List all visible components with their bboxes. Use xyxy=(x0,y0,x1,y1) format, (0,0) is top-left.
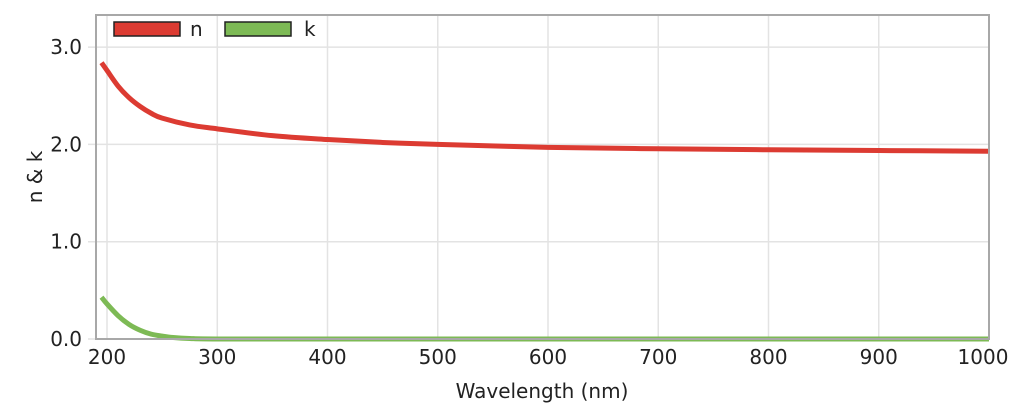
x-tick-label: 800 xyxy=(749,345,787,369)
y-tick-label: 2.0 xyxy=(50,132,82,156)
y-axis-label: n & k xyxy=(23,150,47,203)
x-tick-label: 400 xyxy=(308,345,346,369)
x-axis-label: Wavelength (nm) xyxy=(456,379,629,403)
x-tick-label: 1000 xyxy=(958,345,1009,369)
tick-labels: 200 300 400 500 600 700 800 900 1000 0.0 1.0 2.0 3.0 xyxy=(50,35,1008,369)
y-tick-label: 3.0 xyxy=(50,35,82,59)
x-tick-label: 700 xyxy=(639,345,677,369)
x-tick-label: 300 xyxy=(198,345,236,369)
series-line-k xyxy=(99,295,989,342)
grid xyxy=(88,15,990,340)
legend-swatch-n xyxy=(113,21,181,37)
series-layer xyxy=(99,61,990,342)
x-tick-label: 900 xyxy=(860,345,898,369)
legend-label-n: n xyxy=(190,17,203,41)
x-tick-label: 600 xyxy=(529,345,567,369)
y-tick-label: 1.0 xyxy=(50,230,82,254)
plot-frame xyxy=(95,14,990,340)
legend-swatch-k xyxy=(224,21,292,37)
x-tick-label: 500 xyxy=(419,345,457,369)
legend-label-k: k xyxy=(304,17,316,41)
series-line-n xyxy=(99,61,990,154)
y-tick-label: 0.0 xyxy=(50,327,82,351)
x-tick-label: 200 xyxy=(88,345,126,369)
legend: n k xyxy=(113,17,316,41)
